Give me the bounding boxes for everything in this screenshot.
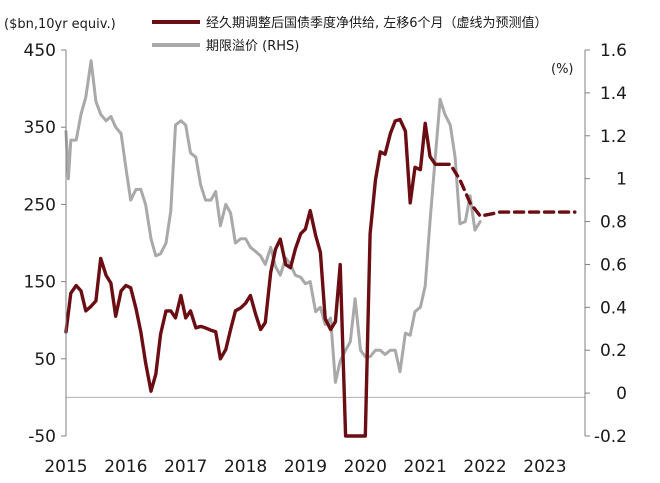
x-tick-label: 2019 bbox=[284, 457, 327, 477]
x-tick-label: 2016 bbox=[104, 457, 147, 477]
x-tick-label: 2018 bbox=[224, 457, 267, 477]
x-tick-label: 2015 bbox=[44, 457, 87, 477]
supply-forecast-line bbox=[438, 162, 577, 218]
left-tick-label: 150 bbox=[24, 273, 56, 293]
axes-layer bbox=[65, 50, 586, 436]
right-tick-label: 0 bbox=[616, 384, 627, 404]
right-tick-label: 1.2 bbox=[600, 127, 627, 147]
x-tick-label: 2017 bbox=[164, 457, 207, 477]
right-axis-unit-label: (%) bbox=[551, 62, 574, 77]
supply-line bbox=[64, 117, 442, 438]
legend-label-supply: 经久期调整后国债季度净供给, 左移6个月（虚线为预测值） bbox=[206, 15, 548, 31]
x-tick-label: 2023 bbox=[523, 457, 566, 477]
left-tick-label: -50 bbox=[28, 427, 56, 447]
right-tick-label: 0.8 bbox=[600, 213, 627, 233]
x-tick-label: 2022 bbox=[463, 457, 506, 477]
right-tick-label: 0.2 bbox=[600, 341, 627, 361]
right-tick-label: 1.6 bbox=[600, 41, 627, 61]
legend: 经久期调整后国债季度净供给, 左移6个月（虚线为预测值） 期限溢价 (RHS) bbox=[152, 15, 548, 54]
right-tick-label: 0.6 bbox=[600, 255, 627, 275]
x-tick-label: 2021 bbox=[404, 457, 447, 477]
left-tick-label: 450 bbox=[24, 41, 56, 61]
legend-label-term-premium: 期限溢价 (RHS) bbox=[206, 39, 299, 54]
right-tick-label: 0.4 bbox=[600, 298, 627, 318]
right-tick-label: 1.4 bbox=[600, 84, 627, 104]
term-premium-line bbox=[64, 59, 482, 384]
right-tick-label: -0.2 bbox=[594, 427, 627, 447]
x-tick-label: 2020 bbox=[344, 457, 387, 477]
right-tick-label: 1 bbox=[616, 170, 627, 190]
series-layer bbox=[64, 59, 577, 438]
left-tick-label: 250 bbox=[24, 195, 56, 215]
left-tick-label: 350 bbox=[24, 118, 56, 138]
left-tick-label: 50 bbox=[34, 350, 56, 370]
tick-layer: 450 350 250 150 50 -50 1.6 1.4 1.2 1 0.8 0.6 0.4 0.2 0… bbox=[24, 41, 627, 477]
left-axis-unit-label: ($bn,10yr equiv.) bbox=[4, 17, 116, 32]
